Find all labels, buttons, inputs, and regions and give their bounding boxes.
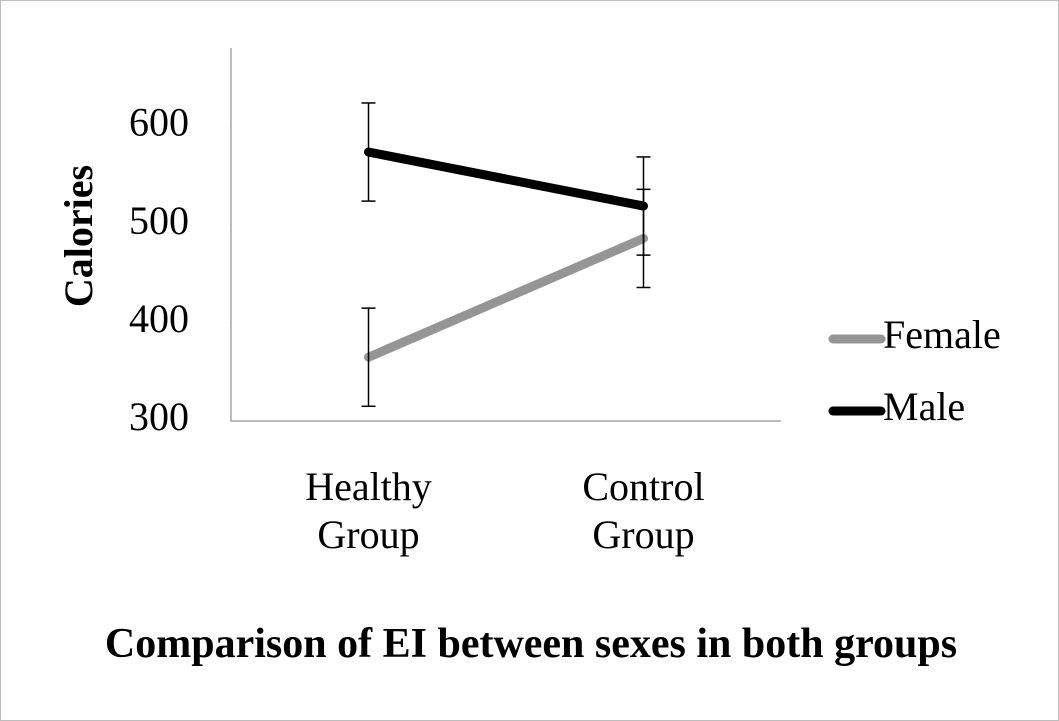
- y-tick-label: 300: [129, 394, 189, 439]
- legend-label: Female: [883, 312, 1001, 357]
- series-line: [364, 233, 648, 362]
- y-axis-label: Calories: [56, 165, 101, 307]
- chart-title: Comparison of EI between sexes in both g…: [104, 621, 958, 667]
- x-tick-label: Healthy Group: [305, 464, 432, 557]
- series-line: [364, 147, 648, 211]
- legend-label: Male: [883, 384, 965, 429]
- y-tick-label: 500: [129, 198, 189, 243]
- y-tick-label: 400: [129, 296, 189, 341]
- y-tick-label: 600: [129, 100, 189, 145]
- x-tick-label: Control Group: [582, 464, 705, 557]
